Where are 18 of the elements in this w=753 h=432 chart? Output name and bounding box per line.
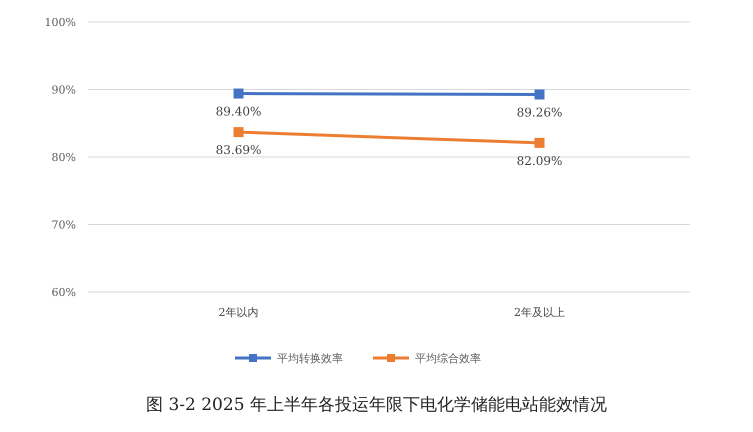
y-tick-label: 100%	[44, 16, 76, 29]
point	[534, 138, 544, 148]
data-label: 89.40%	[216, 104, 262, 119]
text: 图 3-2 2025 年上半年各投运年限下电化学储能电站能效情况	[146, 395, 607, 415]
data-label: 83.69%	[216, 143, 262, 158]
x-tick-label: 2年以内	[218, 306, 258, 319]
legend-label: 平均综合效率	[415, 352, 481, 365]
data-label: 89.26%	[516, 105, 562, 120]
y-tick-label: 80%	[52, 151, 76, 164]
point	[234, 88, 244, 99]
legend-label: 平均转换效率	[277, 352, 343, 365]
y-tick-label: 90%	[52, 84, 76, 96]
x-tick-label: 2年及以上	[514, 306, 565, 319]
point	[234, 127, 244, 138]
point	[534, 89, 544, 100]
y-tick-label: 60%	[52, 286, 76, 299]
y-tick-label: 70%	[52, 218, 76, 232]
data-label: 82.09%	[516, 154, 562, 168]
